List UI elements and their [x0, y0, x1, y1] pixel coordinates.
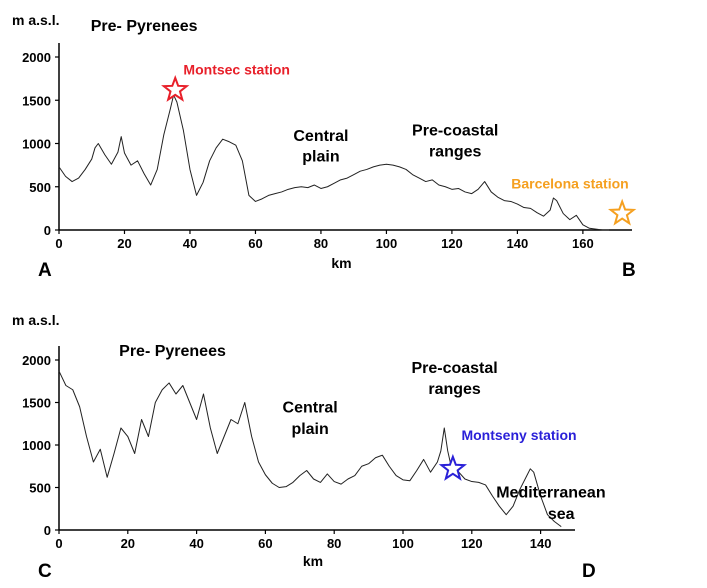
y-axis-label: m a.s.l. [12, 312, 59, 328]
y-tick-label: 1500 [22, 396, 51, 411]
y-tick-label: 500 [29, 180, 51, 195]
x-tick-label: 40 [189, 536, 203, 551]
region-label: ranges [429, 143, 482, 160]
region-label: Central [283, 400, 338, 417]
y-tick-label: 2000 [22, 353, 51, 368]
station-label: Barcelona station [511, 175, 628, 191]
y-tick-label: 0 [44, 223, 51, 238]
x-tick-label: 40 [183, 236, 197, 251]
station-label: Montsec station [183, 61, 290, 77]
elevation-profile-line [58, 94, 610, 231]
region-label: Pre- Pyrenees [119, 343, 226, 360]
x-tick-label: 140 [507, 236, 529, 251]
station-label: Montseny station [461, 427, 576, 443]
y-tick-label: 500 [29, 481, 51, 496]
region-label: Central [293, 128, 348, 145]
x-tick-label: 100 [376, 236, 398, 251]
y-tick-label: 1000 [22, 438, 51, 453]
chart-panel-2: 0 500 1000 1500 2000 0 20 40 60 80 100 120 140 m a.s.… [12, 312, 606, 582]
x-tick-label: 80 [314, 236, 328, 251]
panel-letter-right: D [582, 561, 596, 582]
region-label: ranges [428, 381, 481, 398]
y-tick-label: 1000 [22, 137, 51, 152]
x-tick-label: 160 [572, 236, 594, 251]
x-tick-label: 100 [392, 536, 414, 551]
region-label: Pre-coastal [412, 123, 498, 140]
elevation-profile-line [58, 370, 562, 528]
station-star-icon [608, 198, 637, 226]
panel-letter-right: B [622, 260, 636, 281]
station-star-icon [161, 74, 190, 102]
region-label: Pre- Pyrenees [91, 18, 198, 35]
x-tick-label: 60 [248, 236, 262, 251]
panel-letter-left: C [38, 561, 52, 582]
x-tick-label: 120 [461, 536, 483, 551]
x-tick-label: 120 [441, 236, 463, 251]
x-tick-label: 140 [530, 536, 552, 551]
region-label: plain [302, 149, 339, 166]
x-axis-label: km [303, 553, 323, 569]
x-axis-label: km [331, 255, 351, 271]
x-tick-label: 0 [55, 236, 62, 251]
y-tick-label: 0 [44, 523, 51, 538]
region-label: plain [291, 421, 328, 438]
chart-panel-1: 0 500 1000 1500 2000 0 20 40 60 80 100 120 140 160 m a… [12, 12, 637, 281]
y-tick-label: 1500 [22, 93, 51, 108]
x-tick-label: 20 [121, 536, 135, 551]
y-axis-label: m a.s.l. [12, 12, 59, 28]
x-tick-label: 0 [55, 536, 62, 551]
panel-letter-left: A [38, 260, 52, 281]
x-tick-label: 60 [258, 536, 272, 551]
region-label: Mediterranean [496, 485, 605, 502]
region-label: Pre-coastal [411, 360, 497, 377]
x-tick-label: 20 [117, 236, 131, 251]
y-tick-label: 2000 [22, 50, 51, 65]
station-star-icon [438, 453, 468, 481]
x-tick-label: 80 [327, 536, 341, 551]
region-label: sea [548, 506, 575, 523]
